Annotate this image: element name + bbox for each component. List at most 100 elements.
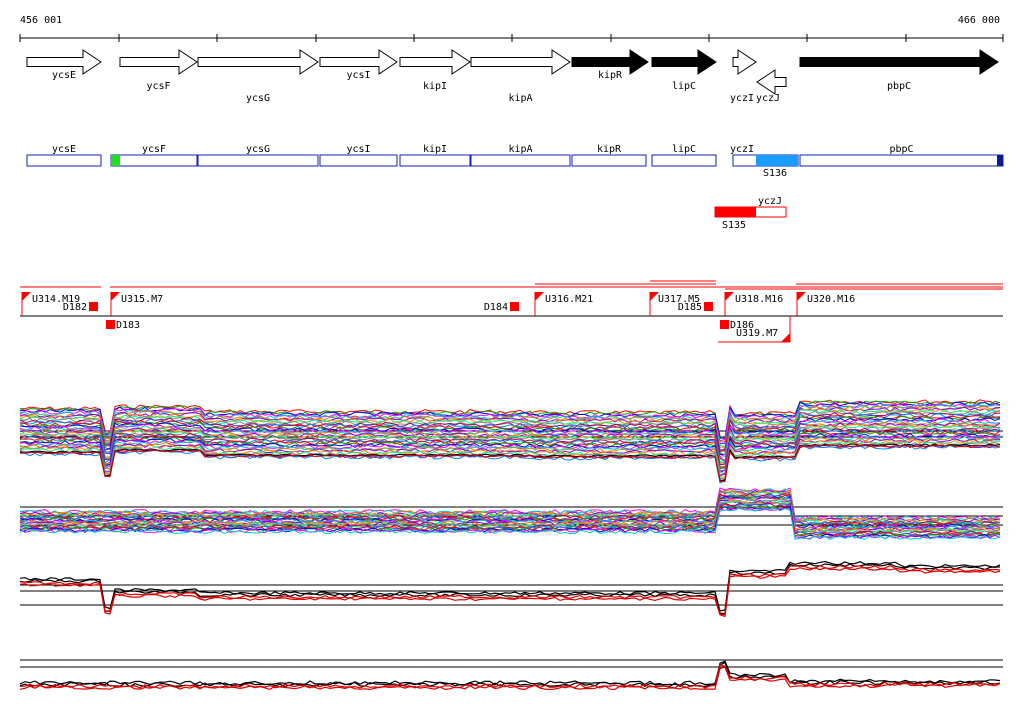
gene-arrow-label-ycsi: ycsI: [346, 70, 370, 81]
gene-arrow-label-kipi: kipI: [423, 81, 447, 92]
feature-flag-u315.m7[interactable]: [111, 292, 120, 301]
segment-s135[interactable]: [715, 207, 756, 217]
feature-marker-d185[interactable]: [704, 302, 713, 311]
gene-arrow-label-yczj: yczJ: [756, 93, 780, 104]
profile-line: [19, 434, 1001, 472]
gene-arrow-ycsi[interactable]: [319, 49, 398, 75]
ruler-ticks: [19, 34, 1004, 42]
feature-flag-u316.m21[interactable]: [535, 292, 544, 301]
profile-line: [19, 490, 1001, 524]
gene-arrow-kipr[interactable]: [571, 49, 649, 75]
profile-line: [19, 417, 1001, 456]
profile-line: [19, 427, 1001, 466]
gene-box-end-marker: [997, 155, 1003, 166]
gene-box-label-lipc: lipC: [672, 144, 696, 155]
gene-arrow-kipa[interactable]: [470, 49, 571, 75]
gene-arrow-yczj[interactable]: [756, 69, 787, 95]
profile-line: [19, 560, 1001, 612]
profile-line: [19, 413, 1001, 452]
profile-line: [19, 506, 1001, 539]
gene-box-ycsg[interactable]: [197, 154, 319, 167]
feature-label-u319.m7: U319.M7: [736, 328, 778, 339]
feature-flag-u319.m7[interactable]: [781, 333, 790, 342]
feature-label-d182: D182: [63, 302, 87, 313]
profile-line: [19, 421, 1001, 462]
profile-line: [19, 503, 1001, 537]
feature-flag-u318.m16[interactable]: [725, 292, 734, 301]
gene-box-kipa[interactable]: [470, 154, 571, 167]
profile-line: [19, 406, 1001, 445]
gene-arrow-lipc[interactable]: [651, 49, 717, 75]
feature-track: U314.M19 U315.M7 U316.M21 U317.M5 U318.M16 U3…: [20, 280, 1003, 343]
gene-arrow-ycsg[interactable]: [197, 49, 319, 75]
gene-box-ycsf[interactable]: [110, 154, 198, 167]
profile-line: [19, 399, 1001, 439]
profile-line: [19, 664, 1001, 689]
feature-flag-u317.m5[interactable]: [650, 292, 659, 301]
profile-line: [19, 507, 1001, 540]
gene-box-label-kipr: kipR: [597, 144, 622, 155]
segment-s135-label: S135: [722, 220, 746, 231]
segment-track: S136 yczJ S135: [714, 155, 798, 231]
feature-marker-d186[interactable]: [720, 320, 729, 329]
gene-box-label-yczi: yczI: [730, 144, 754, 155]
feature-label-u317.m5: U317.M5: [658, 294, 700, 305]
gene-box-kipi[interactable]: [399, 154, 471, 167]
feature-flag-u314.m19[interactable]: [22, 292, 31, 301]
profile-line: [19, 660, 1001, 686]
feature-marker-d182[interactable]: [89, 302, 98, 311]
feature-marker-d184[interactable]: [510, 302, 519, 311]
feature-marker-d183[interactable]: [106, 320, 115, 329]
start-coordinate: 456 001: [20, 15, 62, 26]
feature-label-d185: D185: [678, 302, 702, 313]
feature-label-u320.m16: U320.M16: [807, 294, 855, 305]
profile-line: [19, 412, 1001, 453]
feature-label-u315.m7: U315.M7: [121, 294, 163, 305]
gene-box-label-ycsg: ycsG: [246, 144, 270, 155]
gene-arrow-label-ycsg: ycsG: [246, 93, 270, 104]
feature-flag-u320.m16[interactable]: [797, 292, 806, 301]
gene-arrow-label-yczi: yczI: [730, 93, 754, 104]
feature-label-d186: D186: [730, 320, 754, 331]
profile-line: [19, 435, 1001, 476]
gene-arrow-label-ycsf: ycsF: [146, 81, 170, 92]
profile-line: [19, 563, 1001, 615]
profile-line: [19, 567, 1001, 618]
profile-line: [19, 425, 1001, 464]
gene-arrow-yczi[interactable]: [732, 49, 757, 75]
gene-arrow-pbpc[interactable]: [799, 49, 999, 75]
expression-profiles: [19, 399, 1003, 691]
profile-line: [19, 443, 1001, 483]
segment-s136[interactable]: [756, 155, 798, 166]
gene-arrow-label-kipr: kipR: [598, 70, 623, 81]
gene-box-lipc[interactable]: [651, 154, 717, 167]
gene-arrow-label-lipc: lipC: [672, 81, 696, 92]
profile-line: [19, 503, 1001, 537]
gene-box-label-pbpc: pbpC: [889, 144, 913, 155]
gene-arrow-label-pbpc: pbpC: [887, 81, 911, 92]
gene-box-track: ycsE ycsF ycsG ycsI kipI kipA kipR lipC yczI pbpC: [26, 144, 1004, 167]
feature-label-u314.m19: U314.M19: [32, 294, 80, 305]
gene-arrow-kipi[interactable]: [399, 49, 471, 75]
gene-box-ycsi[interactable]: [319, 154, 398, 167]
profile-line: [19, 564, 1001, 616]
segment-s136-label: S136: [763, 168, 787, 179]
gene-arrow-ycsf[interactable]: [119, 49, 198, 75]
gene-box-kipr[interactable]: [571, 154, 647, 167]
gene-box-label-ycse: ycsE: [52, 144, 76, 155]
profile-line: [19, 661, 1001, 688]
profile-line: [19, 400, 1001, 441]
profile-line: [19, 501, 1001, 535]
gene-box-pbpc[interactable]: [799, 154, 1004, 167]
gene-arrow-track: ycsE ycsF ycsG ycsI kipI kipA kipR lipC yczI yczJ…: [26, 49, 999, 104]
feature-label-u316.m21: U316.M21: [545, 294, 593, 305]
profile-line: [19, 438, 1001, 477]
gene-box-ycse[interactable]: [26, 154, 102, 167]
gene-box-label-kipa: kipA: [508, 144, 532, 155]
feature-label-d183: D183: [116, 320, 140, 331]
profile-line: [19, 432, 1000, 473]
feature-label-u318.m16: U318.M16: [735, 294, 783, 305]
feature-label-d184: D184: [484, 302, 508, 313]
gene-arrow-ycse[interactable]: [26, 49, 102, 75]
end-coordinate: 466 000: [958, 15, 1000, 26]
